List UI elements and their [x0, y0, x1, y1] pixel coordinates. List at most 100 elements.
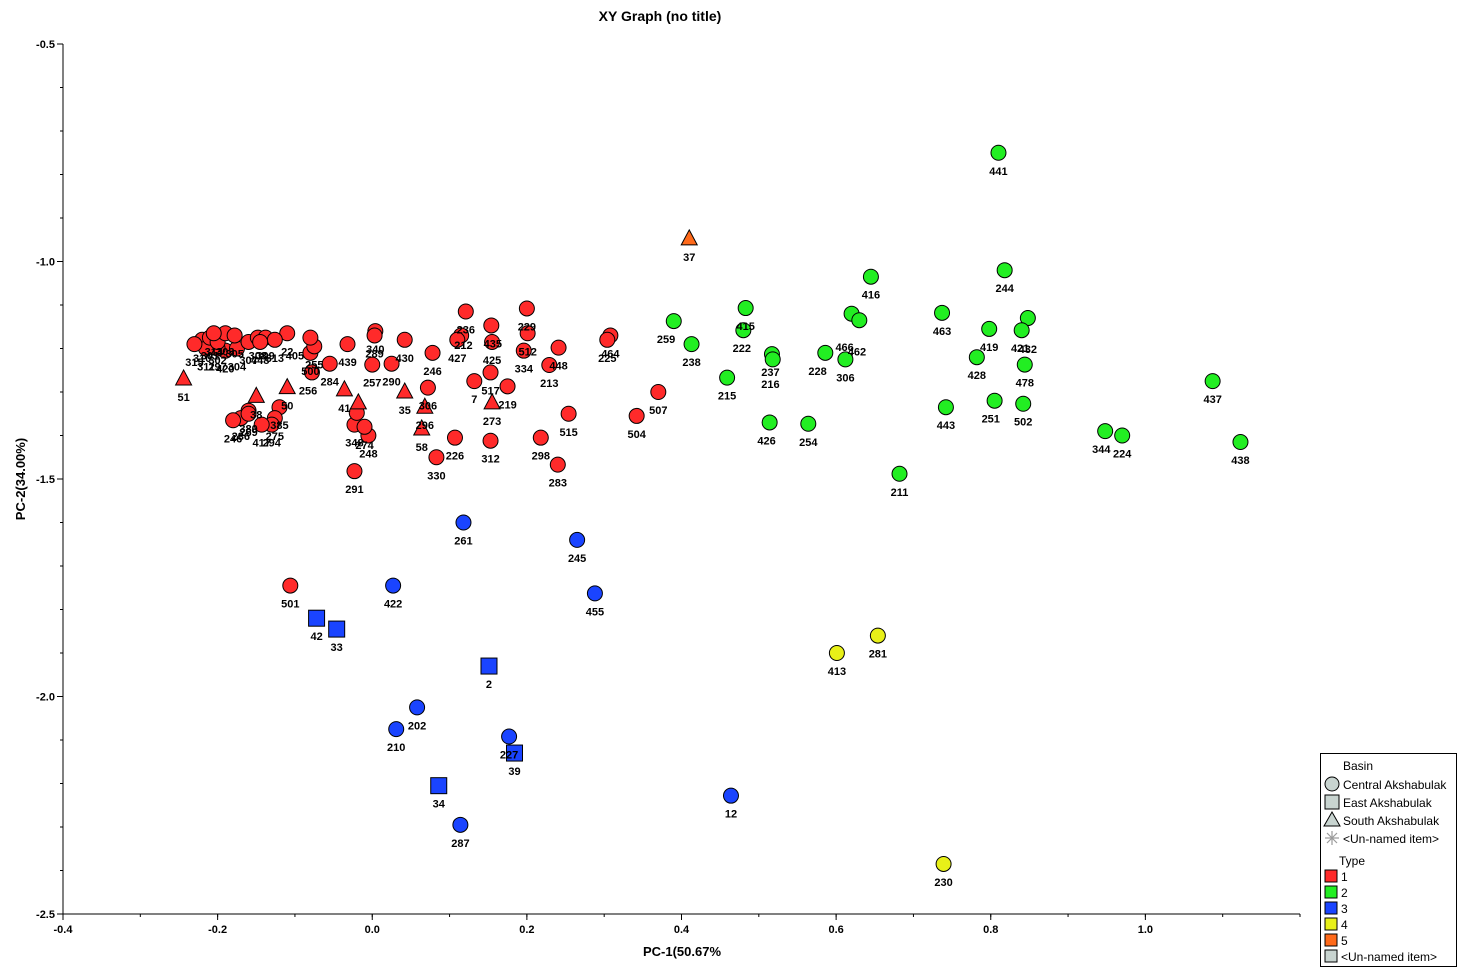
data-point	[279, 325, 296, 342]
data-point	[549, 456, 566, 473]
point-label: 224	[1113, 449, 1132, 461]
legend-type-swatch	[1324, 869, 1338, 883]
point-label: 7	[471, 394, 477, 406]
point-label: 291	[345, 484, 363, 496]
data-point	[483, 317, 500, 334]
data-point	[383, 355, 400, 372]
data-point	[388, 721, 405, 738]
data-point	[862, 268, 879, 285]
point-label: 294	[263, 438, 282, 450]
point-label: 334	[515, 364, 534, 376]
point-label: 380	[239, 424, 257, 436]
point-label: 12	[725, 809, 737, 821]
x-tick-label: 0.0	[365, 924, 380, 936]
data-point	[1232, 434, 1249, 451]
data-point	[247, 386, 266, 403]
data-point	[968, 349, 985, 366]
data-point	[532, 429, 549, 446]
legend-type-swatch	[1324, 933, 1338, 947]
data-point	[986, 392, 1003, 409]
point-label: 435	[484, 338, 502, 350]
point-label: 38	[250, 409, 262, 421]
data-point	[599, 331, 616, 348]
data-point	[364, 356, 381, 373]
data-point	[719, 369, 736, 386]
point-label: 237	[761, 367, 779, 379]
point-label: 35	[399, 405, 411, 417]
chart-title: XY Graph (no title)	[599, 8, 722, 24]
legend-type-item: 4	[1341, 918, 1348, 932]
point-label: 311	[197, 362, 215, 374]
point-label: 438	[1231, 455, 1249, 467]
axes	[62, 44, 1300, 915]
point-label: 298	[532, 451, 550, 463]
point-label: 39	[508, 766, 520, 778]
data-point	[1016, 356, 1033, 373]
data-point	[253, 416, 270, 433]
point-label: 281	[869, 649, 887, 661]
data-point	[252, 333, 269, 350]
data-point	[851, 312, 868, 329]
legend-type-item: 5	[1341, 934, 1348, 948]
point-label: 212	[454, 340, 472, 352]
point-label: 385	[270, 420, 288, 432]
point-label: 228	[808, 366, 826, 378]
data-point	[482, 432, 499, 449]
data-point	[412, 418, 431, 436]
point-label: 419	[980, 342, 998, 354]
point-label: 286	[232, 431, 250, 443]
point-label: 421	[1011, 343, 1029, 355]
data-point	[737, 300, 754, 317]
point-label: 313	[266, 353, 284, 365]
data-point	[385, 577, 402, 594]
point-label: 255	[305, 359, 323, 371]
data-point	[1013, 322, 1030, 339]
data-point	[428, 449, 445, 466]
point-label: 428	[968, 370, 986, 382]
data-point	[586, 585, 603, 602]
data-point	[419, 379, 436, 396]
data-point	[560, 405, 577, 422]
point-label: 238	[682, 357, 700, 369]
data-point	[302, 329, 319, 346]
point-label: 330	[427, 470, 445, 482]
data-point	[1015, 395, 1032, 412]
data-point	[981, 320, 998, 337]
data-point	[722, 787, 739, 804]
point-label: 301	[201, 351, 219, 363]
data-point	[321, 355, 338, 372]
point-label: 340	[366, 344, 384, 356]
data-point	[480, 657, 498, 675]
point-label: 348	[345, 438, 363, 450]
data-point	[519, 325, 536, 342]
point-label: 275	[266, 431, 284, 443]
point-label: 2	[486, 679, 492, 691]
data-point	[541, 357, 558, 374]
data-point	[356, 418, 373, 435]
point-label: 443	[937, 420, 955, 432]
legend-circle-symbol	[1324, 776, 1340, 792]
point-label: 448	[251, 355, 269, 367]
point-label: 430	[396, 353, 414, 365]
point-label: 261	[454, 536, 472, 548]
data-point	[506, 744, 524, 762]
point-label: 58	[416, 442, 428, 454]
legend-square-symbol	[1324, 794, 1340, 810]
point-label: 413	[828, 666, 846, 678]
point-label: 426	[757, 435, 775, 447]
data-point	[483, 392, 501, 410]
data-point	[828, 645, 845, 661]
data-point	[396, 331, 413, 348]
point-label: 405	[286, 351, 304, 363]
data-point	[409, 699, 426, 716]
point-label: 225	[598, 353, 616, 365]
data-point	[430, 777, 448, 795]
point-label: 22	[281, 346, 293, 358]
legend-basin-item: East Akshabulak	[1343, 796, 1433, 810]
data-point	[650, 384, 667, 400]
point-label: 257	[363, 378, 381, 390]
legend-type-item: 1	[1341, 870, 1348, 884]
data-point	[174, 368, 193, 386]
point-label: 466	[835, 342, 853, 354]
